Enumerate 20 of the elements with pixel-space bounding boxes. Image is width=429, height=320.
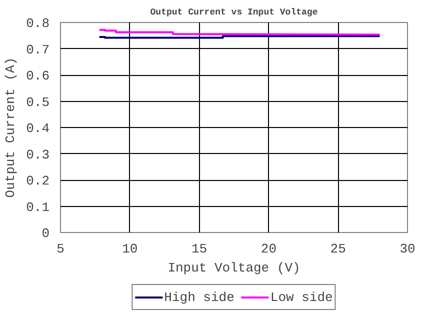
y-tick-label: 0.4 — [26, 121, 50, 136]
x-tick-label: 30 — [400, 242, 416, 256]
y-tick-label: 0.1 — [26, 200, 50, 215]
y-tick-label: 0.6 — [26, 68, 50, 84]
chart-title: Output Current vs Input Voltage — [150, 8, 318, 18]
x-tick-label: 5 — [56, 242, 64, 256]
y-tick-label: 0.7 — [26, 42, 50, 58]
y-tick-label: 0.2 — [26, 174, 50, 188]
y-tick-label: 0.8 — [26, 16, 50, 31]
x-tick-label: 15 — [192, 242, 208, 256]
y-tick-label: 0.5 — [26, 94, 50, 110]
y-tick-label: 0 — [42, 226, 50, 241]
x-axis-title: Input Voltage (V) — [168, 260, 300, 276]
legend-label: High side — [164, 290, 234, 304]
y-axis-title: Output Current (A) — [3, 57, 18, 198]
legend-label: Low side — [270, 290, 333, 304]
x-tick-label: 10 — [122, 242, 138, 256]
y-tick-label: 0.3 — [26, 147, 50, 162]
x-tick-label: 25 — [330, 242, 346, 256]
x-tick-label: 20 — [260, 242, 277, 256]
